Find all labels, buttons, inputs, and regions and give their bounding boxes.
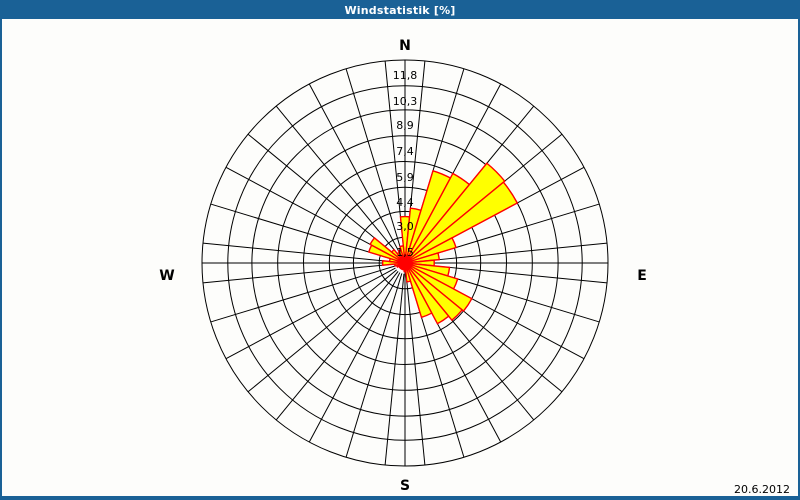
grid-spoke xyxy=(225,267,396,360)
wind-rose-petal xyxy=(404,181,519,264)
wind-rose-petal xyxy=(404,262,412,283)
radial-tick-label: 3,0 xyxy=(396,220,414,234)
window-title: Windstatistik [%] xyxy=(344,4,456,17)
compass-label-south: S xyxy=(399,478,411,494)
grid-spoke xyxy=(275,271,399,421)
wind-rose-petal xyxy=(404,262,433,319)
compass-label-east: E xyxy=(637,268,647,284)
radial-tick-label: 4,4 xyxy=(396,196,414,210)
radial-tick-label: 8,9 xyxy=(396,118,414,132)
grid-spoke xyxy=(415,242,608,263)
wind-rose-petal xyxy=(404,262,450,325)
grid-spoke xyxy=(247,269,397,393)
wind-rose-petal xyxy=(404,262,464,322)
grid-spoke xyxy=(384,273,405,466)
grid-spoke xyxy=(345,273,403,458)
compass-label-north: N xyxy=(399,38,411,54)
wind-rose-plot-area: N E S W 1,5 3,0 4,4 5,9 7,4 8,9 10,3 11,8 20.6.… xyxy=(2,19,798,498)
grid-spoke xyxy=(275,105,399,255)
radial-tick-label: 7,4 xyxy=(396,144,414,158)
grid-spoke xyxy=(225,166,396,259)
wind-rose-petal xyxy=(404,252,441,264)
grid-spoke xyxy=(202,242,395,263)
wind-rose-petal xyxy=(399,245,406,264)
grid-spoke xyxy=(210,203,395,261)
window-title-bar: Windstatistik [%] xyxy=(2,2,798,19)
wind-rose-petal xyxy=(404,236,457,264)
radial-tick-label: 1,5 xyxy=(396,246,414,260)
grid-spoke xyxy=(210,265,395,323)
wind-rose-petal xyxy=(381,260,406,266)
wind-rose-chart xyxy=(201,59,609,467)
bottom-border-rule xyxy=(2,496,798,498)
wind-rose-petals xyxy=(367,162,519,325)
grid-spoke xyxy=(308,83,401,254)
radial-tick-label: 5,9 xyxy=(396,170,414,184)
radial-tick-label: 10,3 xyxy=(392,94,418,108)
grid-spoke xyxy=(405,273,426,466)
radial-tick-label: 11,8 xyxy=(392,69,418,82)
wind-rose-petal xyxy=(404,262,473,313)
footer-date: 20.6.2012 xyxy=(734,483,790,496)
compass-label-west: W xyxy=(159,268,175,284)
grid-spoke xyxy=(308,272,401,443)
grid-spoke xyxy=(247,133,397,257)
grid-spoke xyxy=(202,263,395,284)
wind-rose-petal xyxy=(404,162,506,264)
grid-spoke xyxy=(345,68,403,253)
